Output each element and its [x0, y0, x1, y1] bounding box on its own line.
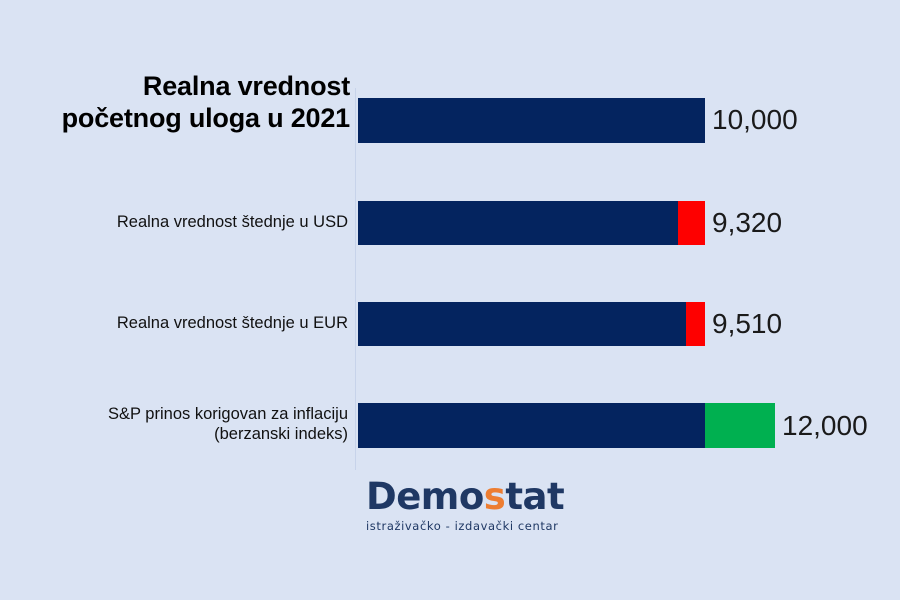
bar-group-4 [358, 403, 775, 448]
logo-tagline: istraživačko - izdavački centar [366, 519, 559, 533]
bar-value-label-4: 12,000 [782, 410, 868, 441]
bar-value-label-2: 9,320 [712, 207, 783, 238]
demostat-logo: Demostat istraživačko - izdavački centar [366, 478, 566, 533]
category-label-4: S&P prinos korigovan za inflaciju (berza… [108, 405, 348, 444]
logo-word-part-2: tat [505, 475, 565, 518]
logo-word-part-1: Demo [366, 475, 484, 518]
bar-row-4: S&P prinos korigovan za inflaciju (berza… [0, 403, 900, 448]
bar-segment-base-3 [358, 302, 686, 346]
logo-wordmark: Demostat [366, 478, 566, 515]
bar-segment-loss-2 [678, 201, 705, 245]
bar-segment-base-2 [358, 201, 678, 245]
bar-segment-base-4 [358, 403, 705, 448]
bar-segment-gain-4 [705, 403, 775, 448]
bar-row-1: 10,000 [0, 98, 900, 143]
category-label-2: Realna vrednost štednje u USD [116, 213, 348, 231]
category-label-3: Realna vrednost štednje u EUR [116, 314, 348, 332]
bar-value-label-1: 10,000 [712, 104, 798, 135]
bar-row-3: Realna vrednost štednje u EUR 9,510 [0, 302, 900, 346]
bar-row-2: Realna vrednost štednje u USD 9,320 [0, 201, 900, 245]
chart-title: Realna vrednost početnog uloga u 2021 [61, 71, 351, 134]
bar-value-label-3: 9,510 [712, 308, 783, 339]
bar-segment-loss-3 [686, 302, 705, 346]
bar-segment-base-1 [358, 98, 705, 143]
bar-group-1 [358, 98, 705, 143]
bar-group-2 [358, 201, 705, 245]
value-axis-line [355, 88, 356, 470]
bar-group-3 [358, 302, 705, 346]
logo-word-highlight: s [483, 475, 506, 518]
